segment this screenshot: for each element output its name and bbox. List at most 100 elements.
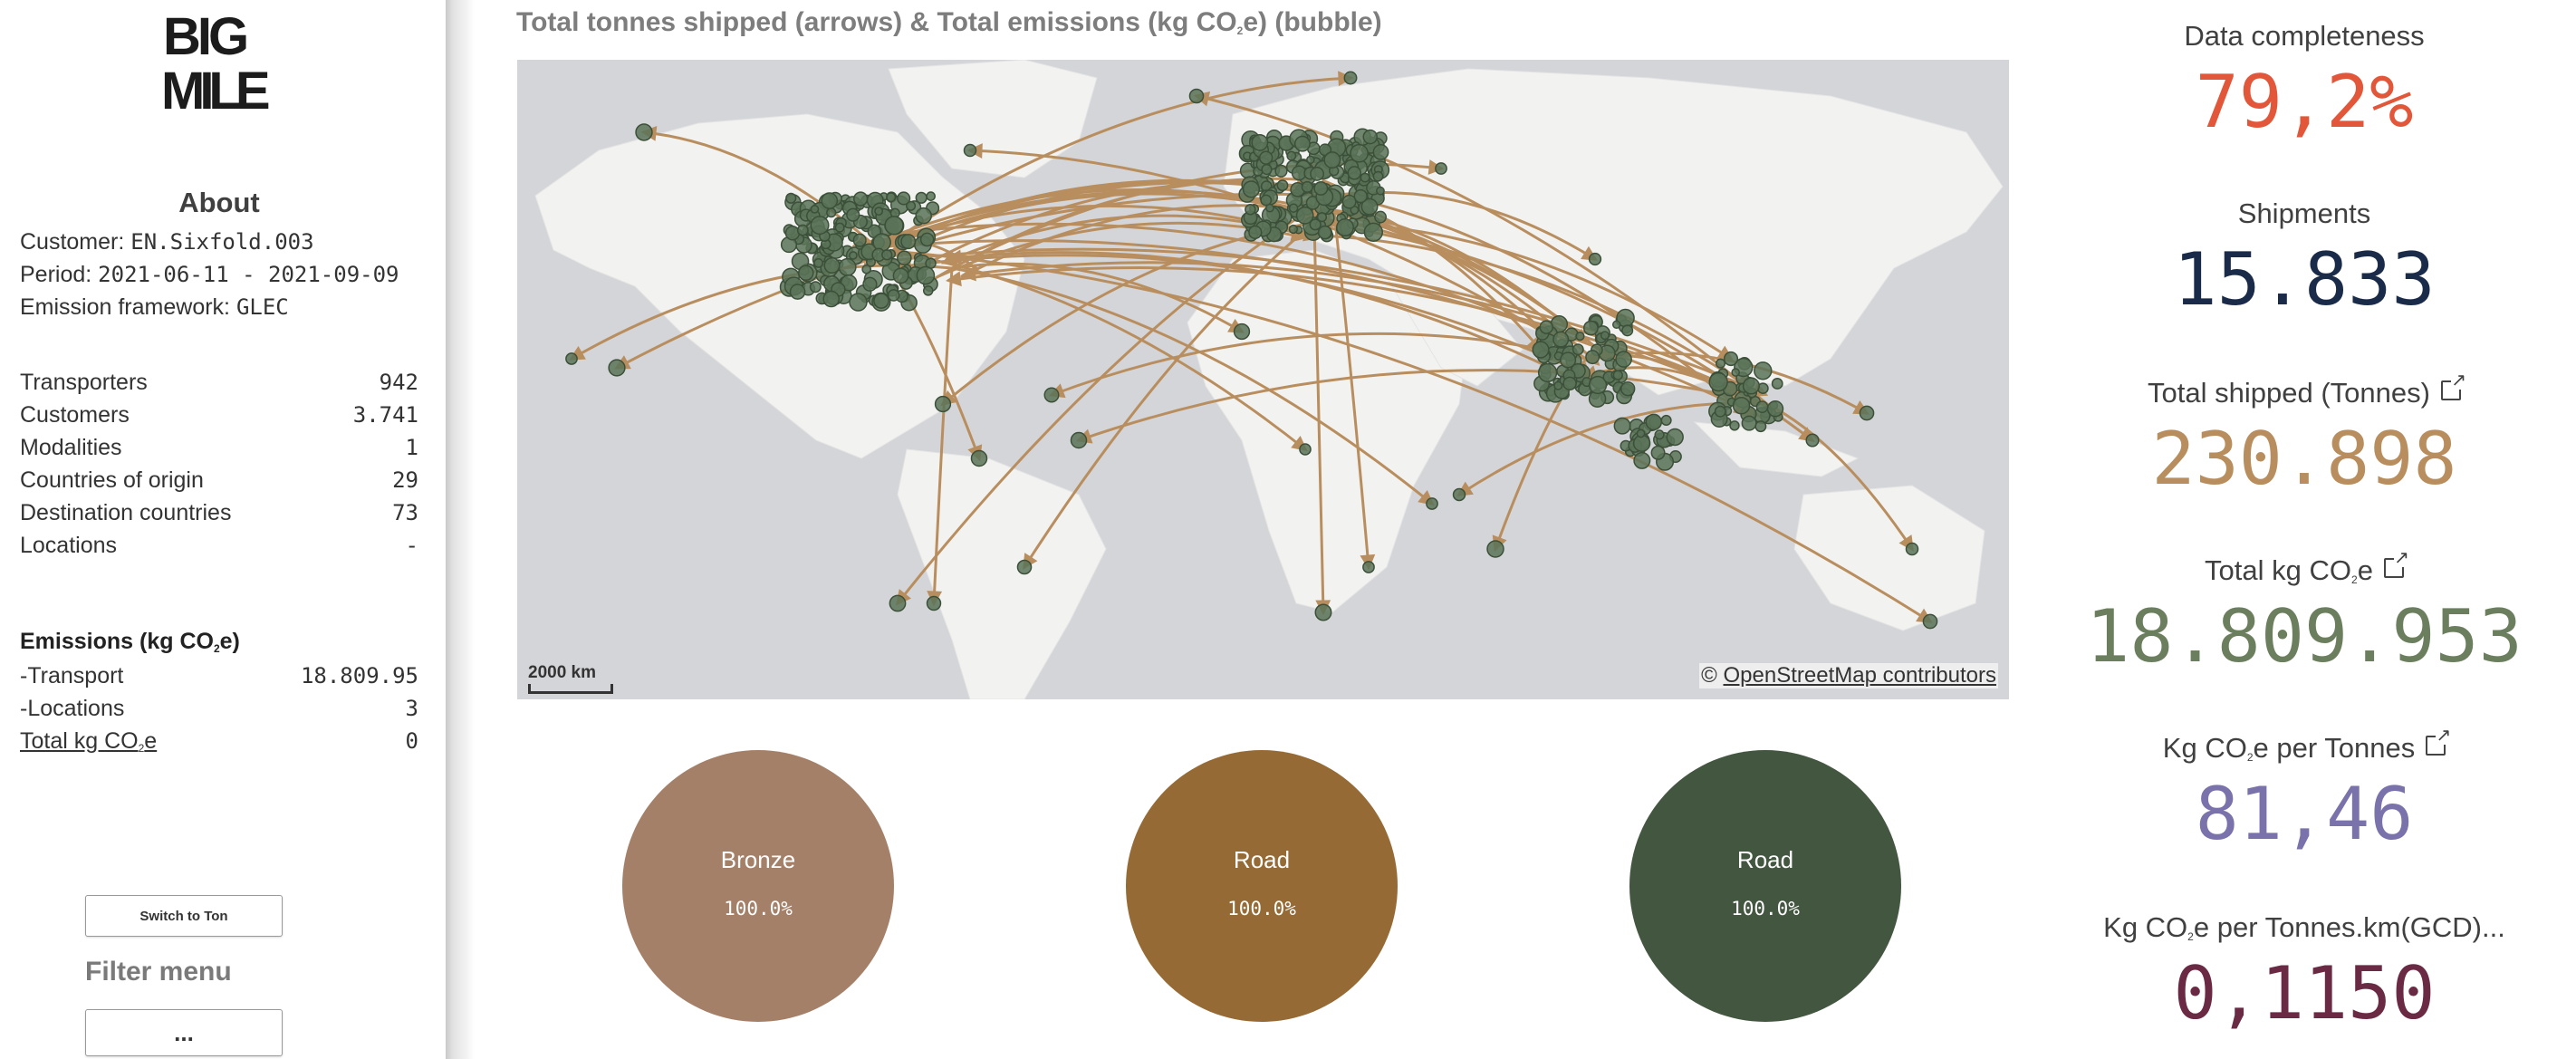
stat-value: 1	[405, 435, 418, 460]
emission-bubble	[884, 216, 904, 236]
emission-bubble	[1347, 166, 1361, 180]
emission-total-value: 0	[405, 728, 418, 754]
kpi-label-data-completeness: Data completeness	[2184, 20, 2425, 52]
pie-value: 100.0%	[1731, 897, 1800, 919]
emission-bubble	[861, 264, 872, 274]
osm-link[interactable]: OpenStreetMap contributors	[1723, 663, 1997, 688]
emission-bubble	[1309, 218, 1322, 231]
emission-value: 18.809.95	[300, 663, 418, 688]
shipment-arrow	[898, 254, 1575, 371]
pie-category-bronze[interactable]: Bronze 100.0%	[622, 750, 894, 1022]
emission-bubble	[1731, 368, 1740, 377]
emission-bubble	[796, 224, 809, 236]
emission-bubble	[1314, 603, 1332, 621]
emission-bubble	[862, 276, 878, 292]
emission-bubble	[906, 200, 917, 211]
emission-bubble	[1660, 414, 1672, 427]
emission-bubble	[1723, 351, 1739, 367]
emission-bubble	[1306, 155, 1315, 165]
stat-label: Countries of origin	[20, 467, 204, 493]
emission-bubble	[892, 267, 909, 284]
stat-countries-origin: Countries of origin 29	[20, 467, 418, 494]
emission-bubble	[1374, 210, 1387, 224]
stat-value: 29	[392, 467, 418, 493]
emission-bubble	[886, 192, 897, 203]
pie-modality-road[interactable]: Road 100.0%	[1126, 750, 1398, 1022]
emission-bubble	[1575, 331, 1585, 342]
customer-line: Customer: EN.Sixfold.003	[20, 229, 314, 255]
emission-bubble	[1426, 497, 1438, 510]
shipment-arrow	[950, 262, 1244, 333]
emission-bubble	[822, 290, 841, 308]
emissions-title: Emissions (kg CO2e)	[20, 629, 240, 655]
external-link-icon[interactable]	[2426, 727, 2452, 756]
filter-menu-button[interactable]: ...	[85, 1009, 283, 1056]
emission-bubble	[1452, 487, 1466, 502]
stat-label: Locations	[20, 533, 118, 558]
emission-bubble	[810, 205, 820, 214]
svg-text:BIG: BIG	[163, 7, 246, 66]
shipment-arrow	[1023, 221, 1316, 569]
emission-bubble	[1288, 224, 1299, 235]
emission-bubble	[1343, 71, 1358, 85]
emission-bubble	[565, 352, 578, 365]
shipment-arrow	[884, 222, 1570, 342]
emission-bubble	[1645, 413, 1663, 431]
emission-bubble	[846, 207, 860, 222]
emission-bubble	[1341, 194, 1357, 209]
emission-bubble	[1615, 351, 1632, 368]
emission-bubble	[1552, 331, 1570, 348]
emission-bubble	[1588, 252, 1602, 266]
total-kg-co2e-link[interactable]: Total kg CO2e	[20, 728, 158, 755]
land-greenland	[888, 60, 1098, 178]
stat-destination-countries: Destination countries 73	[20, 500, 418, 526]
emission-bubble	[608, 359, 626, 377]
emission-bubble	[834, 222, 845, 233]
external-link-icon[interactable]	[2383, 549, 2409, 578]
emission-bubble	[1582, 320, 1599, 336]
emission-bubble	[887, 289, 900, 302]
emission-bubble	[1323, 151, 1341, 169]
emission-bubble	[1633, 451, 1651, 469]
emission-bubble	[1714, 405, 1726, 418]
stat-label: Customers	[20, 402, 130, 428]
kpi-label-total-shipped: Total shipped (Tonnes)	[2033, 371, 2576, 409]
pie-emission-road[interactable]: Road 100.0%	[1629, 750, 1901, 1022]
stat-value: 73	[392, 500, 418, 525]
emission-bubble	[1276, 179, 1289, 192]
emission-bubble	[963, 143, 977, 158]
framework-value: GLEC	[235, 294, 289, 320]
emission-bubble	[1258, 150, 1274, 165]
shipment-map[interactable]: 2000 km © OpenStreetMap contributors	[517, 60, 2009, 699]
emission-bubble	[1016, 559, 1033, 575]
emission-value: 3	[405, 696, 418, 721]
stat-label: Modalities	[20, 435, 122, 460]
shipment-arrow	[1335, 193, 1749, 417]
emission-bubble	[1922, 613, 1938, 630]
emission-bubble	[1708, 371, 1728, 392]
emission-bubble	[1299, 443, 1312, 456]
emission-bubble	[1654, 429, 1665, 440]
external-link-icon[interactable]	[2440, 371, 2466, 400]
filter-menu-title: Filter menu	[85, 957, 232, 987]
switch-to-ton-button[interactable]: Switch to Ton	[85, 895, 283, 937]
shipment-arrow	[1298, 233, 1751, 389]
emission-label: -Transport	[20, 663, 124, 688]
emission-bubble	[1043, 387, 1060, 403]
kpi-value-data-completeness: 79,2%	[2195, 60, 2414, 144]
emission-bubble	[826, 207, 837, 218]
emission-bubble	[1260, 194, 1273, 207]
emission-bubble	[1274, 164, 1288, 178]
emission-bubble	[919, 232, 935, 247]
emission-bubble	[1360, 197, 1379, 216]
emission-bubble	[1666, 428, 1684, 447]
emission-bubble	[1553, 380, 1563, 390]
emission-bubble	[813, 257, 824, 268]
map-canvas[interactable]	[517, 60, 2009, 699]
sidebar-divider[interactable]	[446, 0, 475, 1059]
emission-bubble	[1805, 433, 1820, 448]
shipment-arrow	[1331, 194, 1370, 569]
emission-bubble	[1732, 396, 1751, 415]
emission-bubble	[1301, 180, 1313, 194]
emission-bubble	[1435, 162, 1447, 175]
